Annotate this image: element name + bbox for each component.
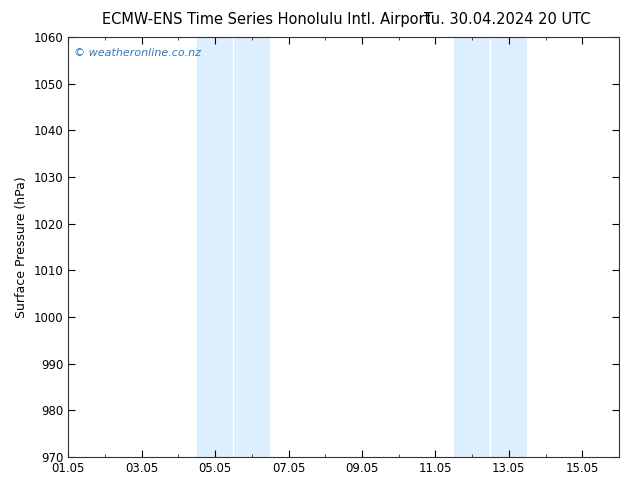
Text: ECMW-ENS Time Series Honolulu Intl. Airport: ECMW-ENS Time Series Honolulu Intl. Airp…: [102, 12, 430, 27]
Bar: [491, 37, 527, 457]
Title: ECMW-ENS Time Series Honolulu Intl. Airport    Tu. 30.04.2024 20 UTC: ECMW-ENS Time Series Honolulu Intl. Airp…: [0, 489, 1, 490]
Y-axis label: Surface Pressure (hPa): Surface Pressure (hPa): [15, 176, 28, 318]
Bar: [454, 37, 491, 457]
Text: Tu. 30.04.2024 20 UTC: Tu. 30.04.2024 20 UTC: [424, 12, 590, 27]
Bar: [197, 37, 233, 457]
Bar: [233, 37, 270, 457]
Text: © weatheronline.co.nz: © weatheronline.co.nz: [74, 48, 201, 58]
